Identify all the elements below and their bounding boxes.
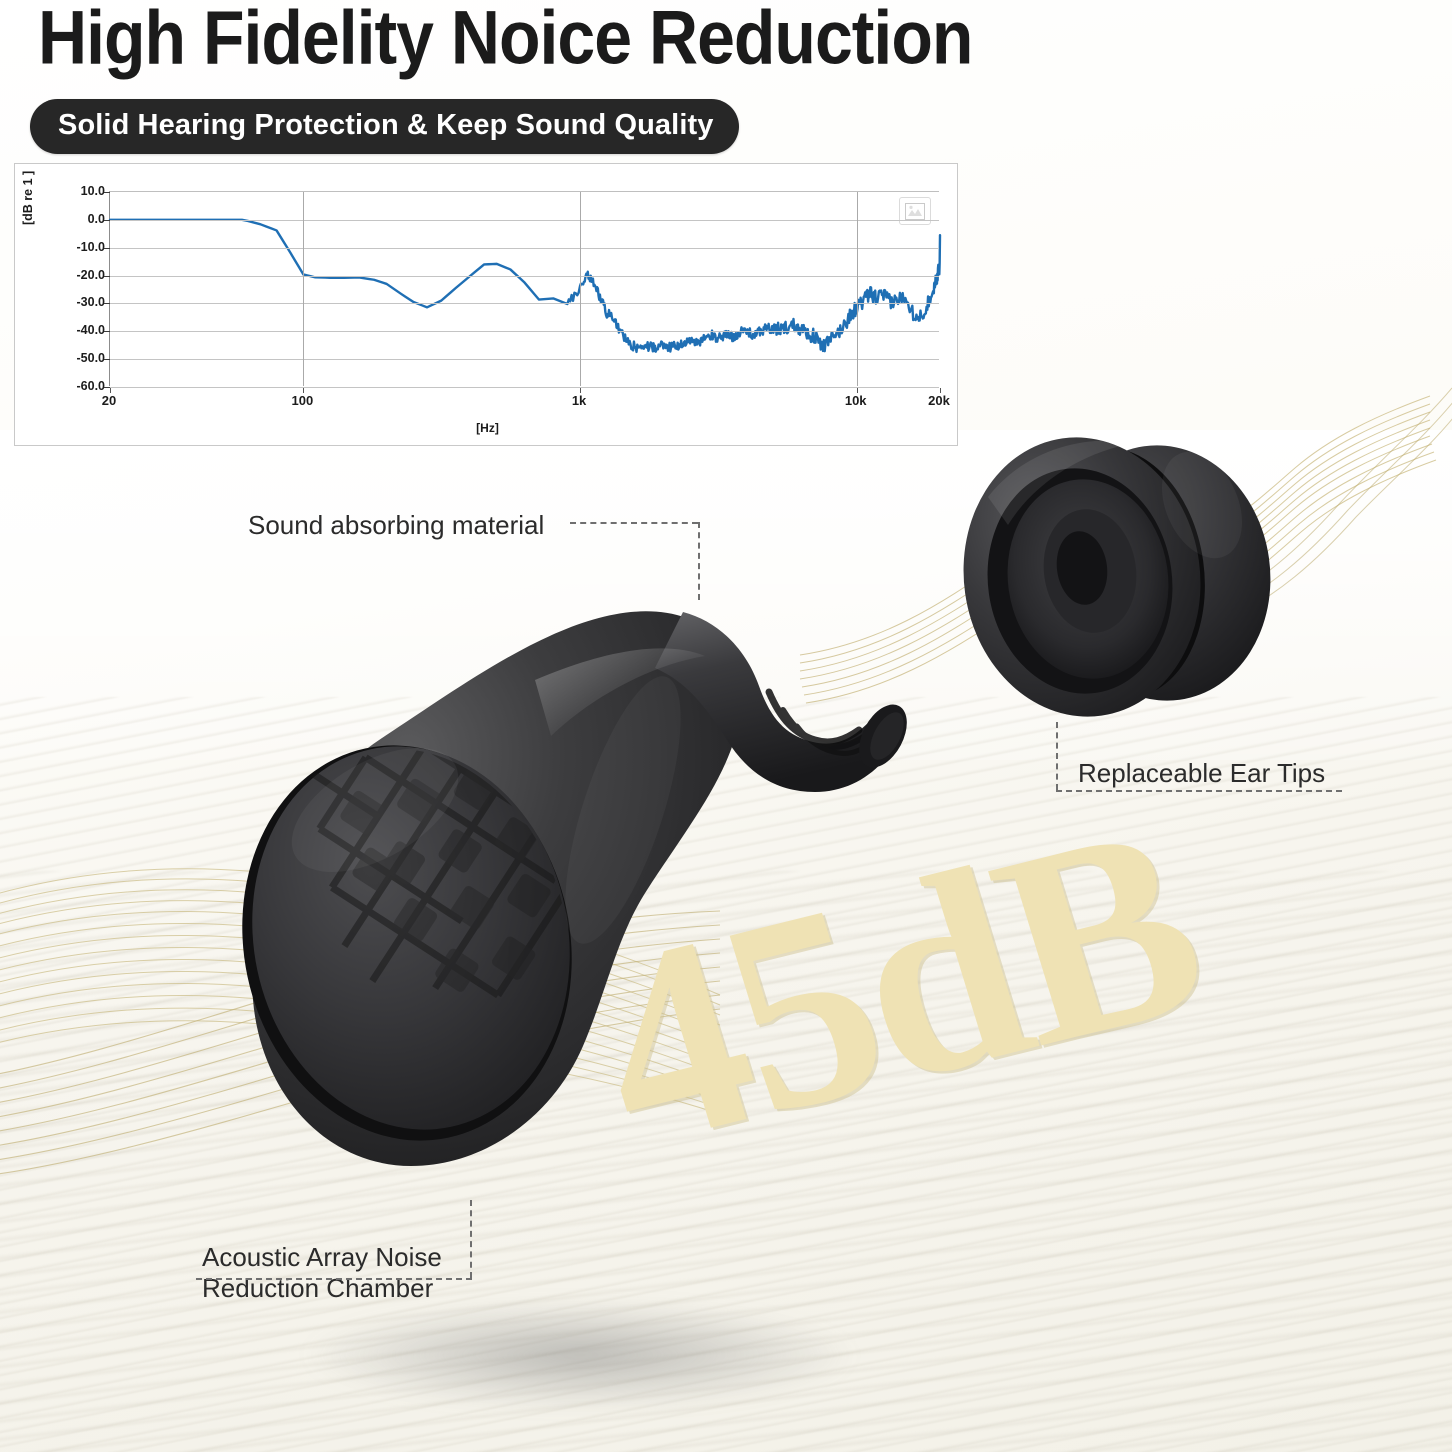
ear-tip	[963, 437, 1271, 717]
chart-y-axis-labels: 10.0 0.0 -10.0 -20.0 -30.0 -40.0 -50.0 -60.0	[41, 184, 106, 393]
chart-gridline-vertical	[303, 192, 305, 386]
chart-gridline-vertical	[580, 192, 582, 386]
subtitle-pill: Solid Hearing Protection & Keep Sound Qu…	[30, 99, 740, 154]
chart-line-series	[108, 218, 942, 354]
callout-acoustic-array-chamber: Acoustic Array Noise Reduction Chamber	[202, 1242, 442, 1304]
chart-x-tick	[940, 388, 941, 393]
chart-y-tick	[104, 275, 110, 277]
chart-y-tick	[104, 192, 110, 193]
chart-x-tick	[580, 388, 582, 393]
callout-sound-absorbing-material: Sound absorbing material	[248, 510, 545, 540]
chart-gridline	[110, 275, 939, 277]
chart-y-tick	[104, 359, 110, 361]
chart-gridline	[110, 331, 939, 333]
chart-y-tick	[104, 219, 110, 221]
callout-replaceable-ear-tips: Replaceable Ear Tips	[1078, 758, 1326, 788]
chart-y-tick-label: 10.0	[80, 184, 105, 198]
attenuation-chart: [dB re 1 ] 10.0 0.0 -10.0 -20.0 -30.0 -40.0 -5…	[14, 163, 958, 446]
chart-y-axis-title: [dB re 1 ]	[21, 170, 35, 225]
product-drop-shadow	[300, 1300, 860, 1410]
chart-y-tick-label: -40.0	[76, 323, 106, 338]
background-rib-texture-secondary	[0, 871, 1452, 1452]
chart-y-tick-label: -10.0	[76, 239, 106, 254]
page-title: High Fidelity Noice Reduction	[38, 0, 973, 81]
chart-x-tick	[110, 388, 111, 393]
chart-x-axis-title: [Hz]	[476, 421, 499, 435]
chart-x-tick	[856, 388, 858, 393]
chart-y-tick-label: -50.0	[76, 351, 106, 366]
chart-y-tick-label: -60.0	[76, 379, 106, 393]
chart-y-tick-label: 0.0	[87, 211, 105, 226]
chart-gridline	[110, 219, 939, 221]
chart-x-tick	[303, 388, 305, 393]
chart-y-tick	[104, 247, 110, 249]
chart-y-tick	[104, 331, 110, 333]
chart-gridline	[110, 303, 939, 305]
chart-x-tick-label: 20k	[928, 393, 950, 408]
chart-x-tick-label: 1k	[571, 393, 587, 408]
chart-y-tick-label: -20.0	[76, 267, 106, 282]
chart-x-tick-label: 20	[101, 393, 117, 408]
chart-gridline-vertical	[856, 192, 858, 386]
chart-gridline	[110, 247, 939, 249]
chart-y-tick-label: -30.0	[76, 295, 106, 310]
chart-y-tick	[104, 303, 110, 305]
chart-x-axis-labels: 20 100 1k 10k 20k	[102, 393, 950, 417]
chart-plot-area	[104, 191, 942, 393]
chart-x-tick-label: 100	[291, 393, 314, 408]
earbud-body	[242, 611, 907, 1166]
chart-gridline	[110, 387, 939, 388]
chart-x-tick-label: 10k	[844, 393, 867, 408]
chart-gridline	[110, 359, 939, 361]
chart-y-tick	[104, 387, 110, 388]
background-rib-texture	[0, 696, 1452, 1452]
